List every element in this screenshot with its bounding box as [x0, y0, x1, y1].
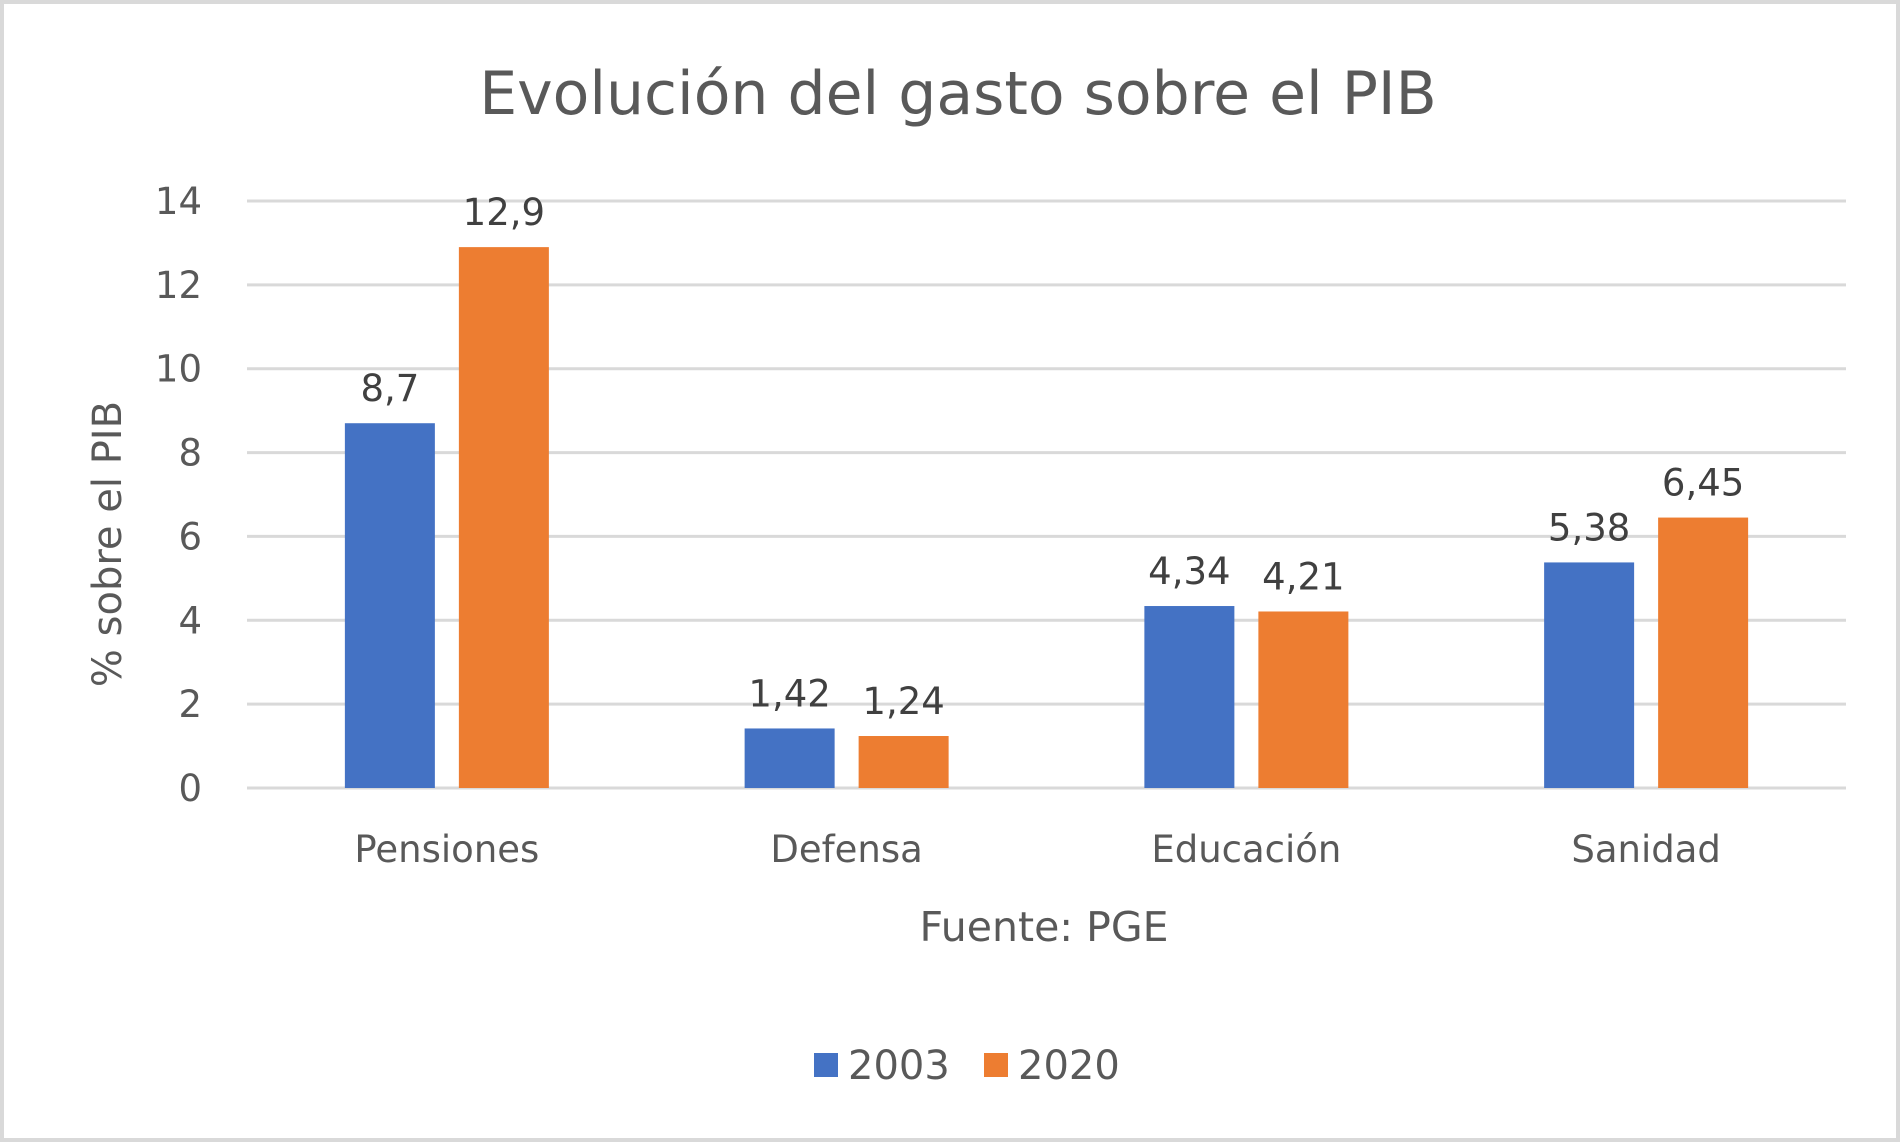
- legend-swatch-2020: [984, 1053, 1008, 1077]
- x-category-label: Pensiones: [354, 828, 539, 871]
- data-label: 8,7: [360, 367, 419, 410]
- bar-chart: Evolución del gasto sobre el PIB 0 2 4 6 8 10…: [85, 59, 1846, 1089]
- legend-label: 2003: [848, 1043, 950, 1089]
- data-label: 12,9: [463, 191, 545, 234]
- bar-pensiones-2020: [458, 247, 549, 788]
- y-axis-title: % sobre el PIB: [85, 401, 131, 687]
- data-label: 5,38: [1548, 506, 1630, 549]
- data-label: 1,42: [748, 672, 830, 715]
- chart-title: Evolución del gasto sobre el PIB: [479, 59, 1437, 129]
- bar-sanidad-2020: [1658, 517, 1749, 788]
- y-tick-label: 8: [178, 432, 202, 475]
- bar-defensa-2003: [744, 728, 835, 788]
- y-axis-ticks: 0 2 4 6 8 10 12 14: [155, 180, 202, 810]
- data-label: 1,24: [862, 680, 944, 723]
- x-category-label: Educación: [1151, 828, 1341, 871]
- legend-swatch-2003: [814, 1053, 838, 1077]
- x-axis-categories: Pensiones Defensa Educación Sanidad: [354, 828, 1720, 871]
- y-tick-label: 0: [178, 767, 202, 810]
- x-axis-title: Fuente: PGE: [919, 903, 1168, 951]
- bars: [344, 247, 1749, 788]
- y-tick-label: 2: [178, 683, 202, 726]
- data-labels: 8,7 12,9 1,42 1,24 4,34 4,21 5,38 6,45: [360, 191, 1744, 723]
- y-tick-label: 14: [155, 180, 202, 223]
- bar-sanidad-2003: [1544, 562, 1635, 788]
- data-label: 6,45: [1662, 462, 1744, 505]
- y-tick-label: 6: [178, 515, 202, 558]
- bar-educación-2003: [1144, 606, 1235, 788]
- data-label: 4,34: [1148, 550, 1230, 593]
- legend-label: 2020: [1018, 1043, 1120, 1089]
- bar-defensa-2020: [858, 736, 949, 788]
- x-category-label: Defensa: [770, 828, 922, 871]
- data-label: 4,21: [1262, 555, 1344, 598]
- y-tick-label: 12: [155, 264, 202, 307]
- y-tick-label: 10: [155, 348, 202, 391]
- x-category-label: Sanidad: [1571, 828, 1721, 871]
- y-tick-label: 4: [178, 599, 202, 642]
- bar-pensiones-2003: [344, 423, 435, 788]
- bar-educación-2020: [1258, 611, 1349, 788]
- legend: 2003 2020: [814, 1043, 1120, 1089]
